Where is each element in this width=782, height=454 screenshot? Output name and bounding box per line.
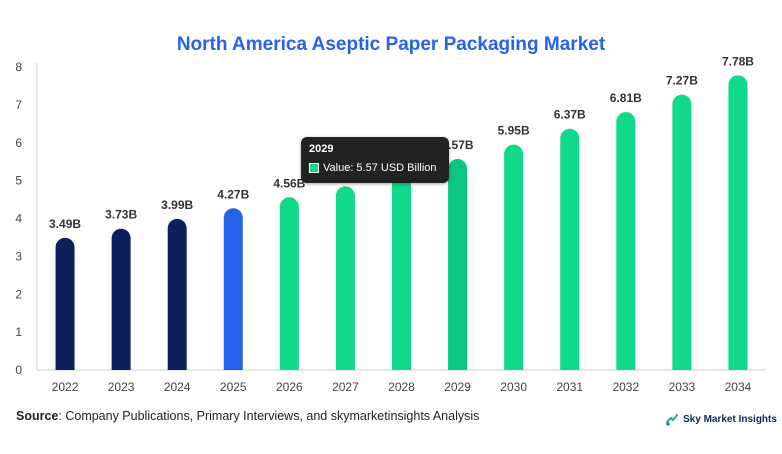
x-tick-label-2032: 2032 [612,380,639,394]
x-tick-label-2031: 2031 [556,380,583,394]
chart-axes: 0 1 2 3 4 5 6 7 8 2022 2023 2024 2025 2026 2027 2028 202… [15,60,766,394]
x-tick-label-2028: 2028 [388,380,415,394]
data-label-2023: 3.73B [105,208,137,222]
y-tick-label: 3 [15,249,22,263]
bar-2032 [616,112,636,370]
tooltip-swatch [309,163,319,173]
source-note: Source: Company Publications, Primary In… [16,409,479,423]
y-tick-label: 7 [15,98,22,112]
y-tick-label: 2 [15,287,22,301]
data-label-2024: 3.99B [161,198,193,212]
y-tick-label: 8 [15,60,22,74]
data-label-2033: 7.27B [666,74,698,88]
y-tick-label: 6 [15,136,22,150]
bar-2029 [448,159,468,370]
source-label: Source [16,409,59,423]
bar-2025 [223,208,243,370]
y-tick-label: 4 [15,212,22,226]
bar-2026 [279,197,299,370]
bar-2028 [392,172,411,370]
x-tick-label-2026: 2026 [276,380,303,394]
data-label-2029: 5.57B [442,138,474,152]
data-label-2030: 5.95B [498,124,530,138]
data-label-2022: 3.49B [49,217,81,231]
data-label-2025: 4.27B [217,187,249,201]
bar-2027 [335,186,355,370]
x-tick-label-2029: 2029 [444,380,471,394]
data-label-2032: 6.81B [610,91,642,105]
bar-2022 [55,237,75,370]
y-tick-label: 0 [15,363,22,377]
bar-2023 [111,228,131,370]
x-tick-label-2027: 2027 [332,380,359,394]
brand-logo: Sky Market Insights [665,412,777,426]
chart-title: North America Aseptic Paper Packaging Ma… [176,34,606,55]
bar-2033 [672,94,692,371]
brand-name: Sky Market Insights [683,413,777,425]
bar-2030 [504,144,524,370]
y-tick-label: 5 [15,174,22,188]
x-tick-label-2025: 2025 [220,380,247,394]
tooltip-value: Value: 5.57 USD Billion [323,162,437,174]
tooltip-row: Value: 5.57 USD Billion [309,162,437,174]
x-tick-label-2022: 2022 [52,380,79,394]
x-tick-label-2023: 2023 [108,380,135,394]
x-tick-label-2033: 2033 [669,380,696,394]
bar-2031 [560,128,580,370]
data-label-2026: 4.56B [273,176,305,190]
source-text: : Company Publications, Primary Intervie… [58,409,480,423]
x-tick-label-2024: 2024 [164,380,191,394]
chart-tooltip: 2029 Value: 5.57 USD Billion [301,137,449,183]
bar-2034 [728,75,748,371]
data-label-2034: 7.78B [722,54,754,68]
y-tick-label: 1 [15,325,22,339]
chart-bars [55,75,748,371]
x-tick-label-2034: 2034 [725,380,752,394]
bar-2024 [167,218,187,370]
x-tick-label-2030: 2030 [500,380,527,394]
tooltip-title: 2029 [309,143,334,155]
data-label-2031: 6.37B [554,108,586,122]
sky-market-insights-logo-icon [666,414,678,426]
